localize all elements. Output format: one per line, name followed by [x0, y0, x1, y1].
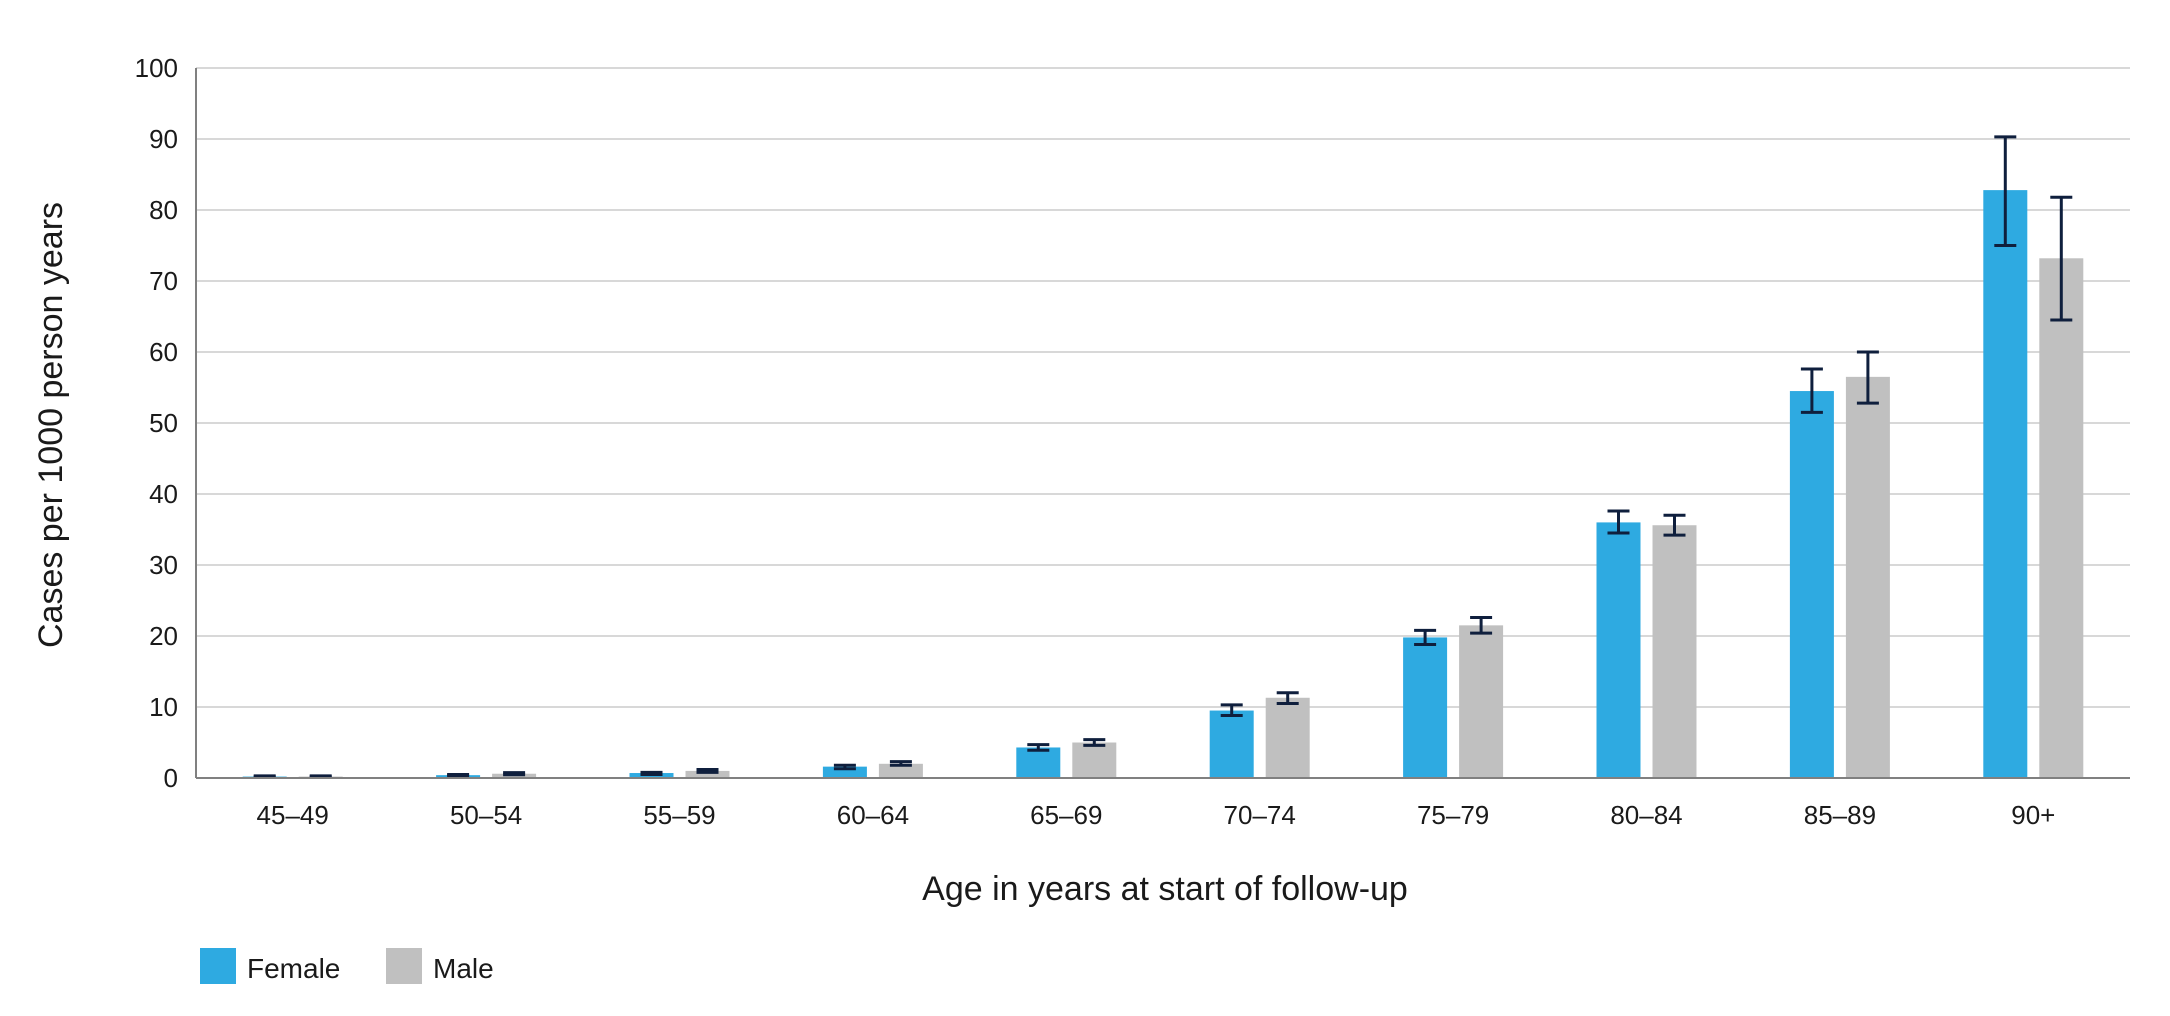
error-bars [253, 135, 2073, 779]
error-bar-male-70-74 [1276, 691, 1299, 705]
y-tick-labels: 0 10 20 30 40 50 60 70 80 90 100 [135, 53, 178, 793]
legend-label-male: Male [433, 953, 494, 984]
y-tick-label-10: 10 [149, 692, 178, 722]
y-axis-title: Cases per 1000 person years [32, 202, 70, 648]
x-tick-label-80-84: 80–84 [1610, 800, 1682, 830]
bar-male-80-84 [1652, 525, 1697, 778]
error-bar-female-80-84 [1607, 509, 1630, 535]
x-tick-label-55-59: 55–59 [643, 800, 715, 830]
error-bar-male-90 [2050, 195, 2073, 322]
bar-female-90 [1983, 190, 2028, 778]
x-axis-title: Age in years at start of follow-up [922, 870, 1408, 908]
error-bar-male-65-69 [1083, 738, 1106, 747]
bars [242, 190, 2084, 778]
bar-female-65-69 [1016, 747, 1061, 778]
legend-swatch-male [386, 948, 422, 984]
bar-female-60-64 [822, 766, 867, 778]
gridlines [196, 67, 2130, 708]
bar-female-85-89 [1789, 391, 1834, 778]
bar-female-75-79 [1403, 637, 1448, 778]
bar-male-65-69 [1072, 742, 1117, 778]
x-tick-label-85-89: 85–89 [1804, 800, 1876, 830]
error-bar-female-90 [1994, 135, 2017, 247]
legend-swatch-female [200, 948, 236, 984]
legend: Female Male [200, 948, 494, 984]
y-tick-label-70: 70 [149, 266, 178, 296]
bar-male-55-59 [685, 770, 730, 778]
bar-male-85-89 [1845, 376, 1890, 778]
error-bar-female-65-69 [1027, 743, 1050, 752]
error-bar-female-45-49 [253, 774, 276, 779]
y-tick-label-80: 80 [149, 195, 178, 225]
x-tick-labels: 45–49 50–54 55–59 60–64 65–69 70–74 75–79 80–84… [257, 800, 2056, 830]
bar-female-70-74 [1209, 710, 1254, 778]
bar-male-70-74 [1265, 697, 1310, 778]
error-bar-male-55-59 [696, 767, 719, 774]
y-tick-label-30: 30 [149, 550, 178, 580]
error-bar-female-60-64 [833, 763, 856, 771]
error-bar-female-50-54 [447, 772, 470, 778]
error-bar-female-75-79 [1414, 628, 1437, 647]
y-tick-label-20: 20 [149, 621, 178, 651]
axes [195, 68, 2130, 779]
y-tick-label-90: 90 [149, 124, 178, 154]
error-bar-male-75-79 [1470, 616, 1493, 635]
x-tick-label-90: 90+ [2011, 800, 2055, 830]
legend-label-female: Female [247, 953, 340, 984]
x-tick-label-65-69: 65–69 [1030, 800, 1102, 830]
error-bar-male-60-64 [889, 760, 912, 767]
y-tick-label-40: 40 [149, 479, 178, 509]
bar-male-75-79 [1459, 625, 1504, 778]
y-tick-label-0: 0 [164, 763, 178, 793]
bar-male-90 [2039, 258, 2084, 778]
y-tick-label-50: 50 [149, 408, 178, 438]
error-bar-male-50-54 [503, 771, 526, 777]
error-bar-male-80-84 [1663, 513, 1686, 537]
x-tick-label-70-74: 70–74 [1224, 800, 1296, 830]
y-tick-label-60: 60 [149, 337, 178, 367]
y-tick-label-100: 100 [135, 53, 178, 83]
error-bar-female-85-89 [1800, 367, 1823, 414]
x-tick-label-60-64: 60–64 [837, 800, 909, 830]
x-tick-label-75-79: 75–79 [1417, 800, 1489, 830]
x-tick-label-50-54: 50–54 [450, 800, 522, 830]
error-bar-female-70-74 [1220, 703, 1243, 718]
bar-male-60-64 [878, 763, 923, 778]
error-bar-male-85-89 [1856, 350, 1879, 405]
x-tick-label-45-49: 45–49 [257, 800, 329, 830]
error-bar-female-55-59 [640, 770, 663, 776]
error-bar-male-45-49 [309, 774, 332, 779]
bar-female-80-84 [1596, 522, 1641, 778]
